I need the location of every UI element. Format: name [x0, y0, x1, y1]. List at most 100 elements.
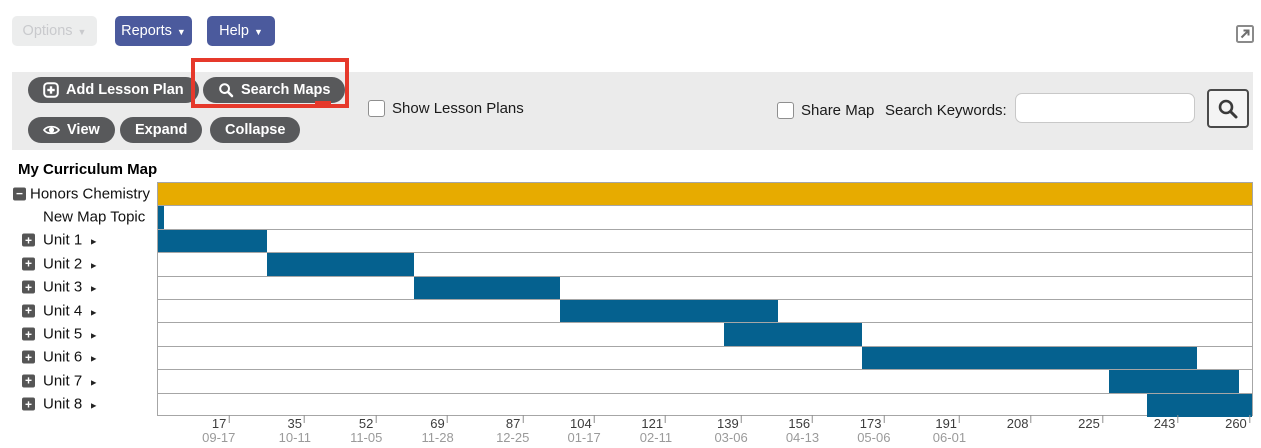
expand-right-arrow-icon[interactable]: ► — [89, 236, 99, 247]
options-button[interactable]: Options ▼ — [12, 16, 97, 46]
gantt-bar[interactable] — [266, 253, 414, 276]
gantt-bar[interactable] — [413, 276, 561, 299]
expand-right-arrow-icon[interactable]: ► — [89, 400, 99, 411]
expand-node-icon[interactable]: + — [22, 327, 35, 341]
row-label-text[interactable]: Unit 5 ► — [43, 325, 99, 343]
axis-tick-mark — [812, 415, 814, 423]
row-label-text[interactable]: Unit 1 ► — [43, 231, 99, 249]
gantt-row-label: + Unit 1 ► — [0, 229, 157, 252]
axis-tick-mark — [593, 415, 595, 423]
axis-tick-date: 05-06 — [857, 430, 891, 445]
axis-tick-date: 03-06 — [714, 430, 748, 445]
expand-node-icon[interactable]: + — [22, 233, 35, 247]
row-label-text[interactable]: Unit 2 ► — [43, 255, 99, 273]
open-in-new-window-icon[interactable] — [1236, 25, 1254, 43]
axis-tick: 69 11-28 — [414, 415, 454, 445]
axis-tick-day: 260 — [1225, 416, 1247, 431]
search-icon — [1217, 98, 1239, 120]
toolbar-panel: Add Lesson Plan Search Maps View Expand — [12, 72, 1253, 150]
collapse-node-icon[interactable]: − — [13, 187, 26, 201]
axis-tick-mark — [1177, 415, 1179, 423]
expand-button-label: Expand — [135, 122, 188, 138]
gantt-chart-row — [158, 346, 1252, 371]
gantt-row-label: + Unit 6 ► — [0, 346, 157, 369]
expand-node-icon[interactable]: + — [22, 350, 35, 364]
axis-tick-day: 208 — [1006, 416, 1029, 431]
axis-tick-date: 09-17 — [202, 430, 236, 445]
gantt-row-label: + Unit 2 ► — [0, 252, 157, 275]
axis-tick-day: 121 — [641, 416, 664, 431]
share-map-label: Share Map — [801, 102, 875, 119]
expand-right-arrow-icon[interactable]: ► — [89, 260, 99, 271]
row-label-text[interactable]: Unit 7 ► — [43, 372, 99, 390]
axis-tick: 225 — [1078, 415, 1103, 431]
axis-tick-mark — [228, 415, 230, 423]
expand-right-arrow-icon[interactable]: ► — [89, 377, 99, 388]
expand-right-arrow-icon[interactable]: ► — [89, 307, 99, 318]
expand-right-arrow-icon[interactable]: ► — [89, 330, 99, 341]
page-title: My Curriculum Map — [18, 161, 158, 178]
axis-tick: 87 12-25 — [489, 415, 529, 445]
axis-tick-mark — [375, 415, 377, 423]
show-lesson-plans-label: Show Lesson Plans — [392, 100, 524, 117]
reports-button[interactable]: Reports ▼ — [115, 16, 192, 46]
search-submit-button[interactable] — [1207, 89, 1249, 128]
add-lesson-plan-button[interactable]: Add Lesson Plan — [28, 77, 199, 103]
expand-button[interactable]: Expand — [120, 117, 203, 143]
search-maps-label: Search Maps — [241, 82, 331, 98]
axis-tick-date: 11-05 — [350, 430, 383, 445]
axis-tick-day: 17 — [211, 416, 227, 431]
axis-tick-mark — [1101, 415, 1103, 423]
gantt-chart-row — [158, 276, 1252, 300]
row-label-text[interactable]: Unit 4 ► — [43, 302, 99, 320]
expand-right-arrow-icon[interactable]: ► — [89, 283, 99, 294]
gantt-bar[interactable] — [1109, 370, 1240, 393]
axis-tick: 139 03-06 — [707, 415, 748, 445]
search-maps-button[interactable]: Search Maps — [203, 77, 346, 103]
row-label-text[interactable]: Unit 3 ► — [43, 278, 99, 296]
gantt-bar[interactable] — [158, 229, 267, 253]
axis-tick: 121 02-11 — [633, 415, 672, 445]
gantt-axis: 17 09-17 35 10-11 52 11-05 69 11-28 87 12-25 104 01… — [157, 415, 1253, 447]
row-label-text[interactable]: New Map Topic — [43, 208, 146, 226]
gantt-row-label: + Unit 8 ► — [0, 393, 157, 416]
axis-tick-mark — [740, 415, 742, 423]
axis-tick: 17 09-17 — [195, 415, 235, 445]
axis-tick: 104 01-17 — [560, 415, 601, 445]
axis-tick-date: 02-11 — [639, 430, 673, 445]
expand-right-arrow-icon[interactable]: ► — [89, 353, 99, 364]
expand-node-icon[interactable]: + — [22, 280, 35, 294]
axis-tick-day: 156 — [788, 416, 811, 431]
row-label-text[interactable]: Honors Chemistry — [30, 185, 151, 203]
axis-tick-day: 69 — [430, 416, 445, 431]
gantt-row-label: + Unit 7 ► — [0, 369, 157, 392]
axis-tick: 260 — [1225, 415, 1250, 431]
gantt-bar[interactable] — [560, 299, 779, 323]
expand-node-icon[interactable]: + — [22, 257, 35, 271]
gantt-bar[interactable] — [723, 323, 863, 346]
share-map-checkbox[interactable] — [777, 102, 794, 119]
gantt-chart — [157, 182, 1253, 417]
axis-tick: 208 — [1006, 415, 1032, 431]
axis-tick: 35 10-11 — [272, 415, 311, 445]
gantt-bar[interactable] — [1147, 393, 1252, 417]
collapse-button[interactable]: Collapse — [210, 117, 301, 143]
gantt-bar[interactable] — [158, 183, 1252, 206]
help-button[interactable]: Help ▼ — [207, 16, 275, 46]
view-button[interactable]: View — [28, 117, 115, 143]
options-button-label: Options — [22, 23, 73, 39]
row-label-text[interactable]: Unit 8 ► — [43, 395, 99, 413]
search-keywords-input[interactable] — [1015, 93, 1195, 123]
expand-node-icon[interactable]: + — [22, 374, 35, 388]
axis-tick: 156 04-13 — [779, 415, 819, 445]
expand-node-icon[interactable]: + — [22, 397, 35, 411]
gantt-bar[interactable] — [158, 206, 165, 229]
axis-tick-day: 139 — [716, 416, 739, 431]
expand-node-icon[interactable]: + — [22, 304, 35, 318]
axis-tick-day: 87 — [505, 416, 521, 431]
row-label-text[interactable]: Unit 6 ► — [43, 348, 99, 366]
axis-tick-mark — [665, 415, 667, 423]
show-lesson-plans-checkbox[interactable] — [368, 100, 385, 117]
gantt-bar[interactable] — [862, 346, 1198, 370]
chevron-down-icon: ▼ — [253, 26, 263, 37]
